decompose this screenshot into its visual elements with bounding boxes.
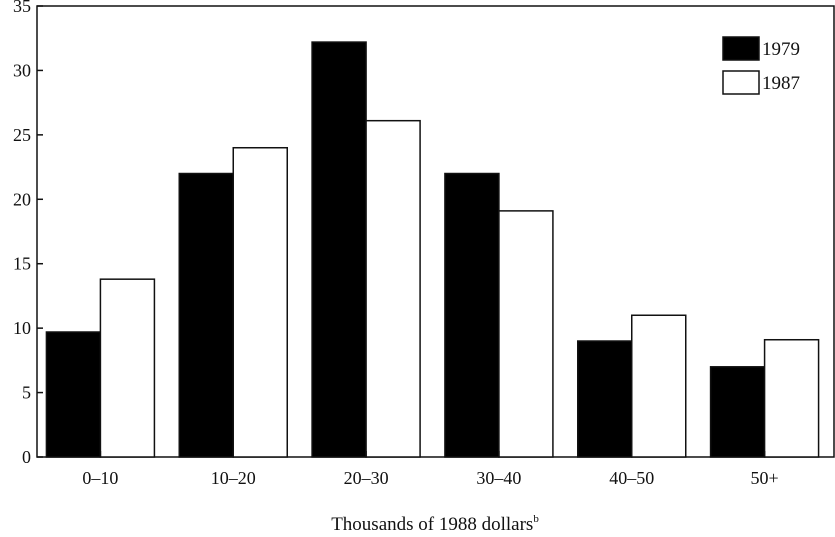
y-tick-label: 30 <box>13 60 31 80</box>
bar-1987-4 <box>631 314 687 458</box>
x-tick-label: 20–30 <box>344 468 389 488</box>
bar-1987-2 <box>365 119 421 458</box>
bar-1979-2 <box>311 41 367 458</box>
x-tick-label: 50+ <box>751 468 779 488</box>
bar-1979-5 <box>709 366 766 458</box>
y-tick-label: 15 <box>13 254 31 274</box>
legend: 1979 1987 <box>722 36 800 95</box>
y-axis: 0 5 10 15 20 25 30 35 <box>13 0 43 467</box>
y-tick-label: 35 <box>13 0 31 16</box>
y-tick-label: 10 <box>13 318 31 338</box>
x-tick-label: 30–40 <box>476 468 521 488</box>
x-tick-label: 10–20 <box>211 468 256 488</box>
bar-1987-1 <box>232 146 288 458</box>
bar-1979-1 <box>178 172 234 458</box>
bar-1987-3 <box>498 210 554 458</box>
bar-1987-5 <box>763 338 820 458</box>
legend-label-1987: 1987 <box>762 73 800 94</box>
x-axis-title: Thousands of 1988 dollarsb <box>331 513 539 535</box>
bar-1979-3 <box>444 172 500 458</box>
legend-label-1979: 1979 <box>762 39 800 60</box>
y-tick-label: 0 <box>22 447 31 467</box>
y-tick-label: 20 <box>13 189 31 209</box>
bars <box>45 41 820 458</box>
x-axis-title-text: Thousands of 1988 dollars <box>331 514 533 535</box>
x-tick-label: 40–50 <box>609 468 654 488</box>
legend-swatch-1987 <box>722 70 760 95</box>
bar-1987-0 <box>99 278 156 458</box>
bar-1979-0 <box>45 331 102 458</box>
x-tick-label: 0–10 <box>82 468 118 488</box>
plot-frame <box>36 5 835 458</box>
legend-swatch-1979 <box>722 36 760 61</box>
bar-1979-4 <box>577 340 633 458</box>
x-axis-title-superscript: b <box>533 513 539 525</box>
y-tick-label: 5 <box>22 383 31 403</box>
y-tick-label: 25 <box>13 125 31 145</box>
x-axis: 0–10 10–20 20–30 30–40 40–50 50+ <box>82 451 779 488</box>
